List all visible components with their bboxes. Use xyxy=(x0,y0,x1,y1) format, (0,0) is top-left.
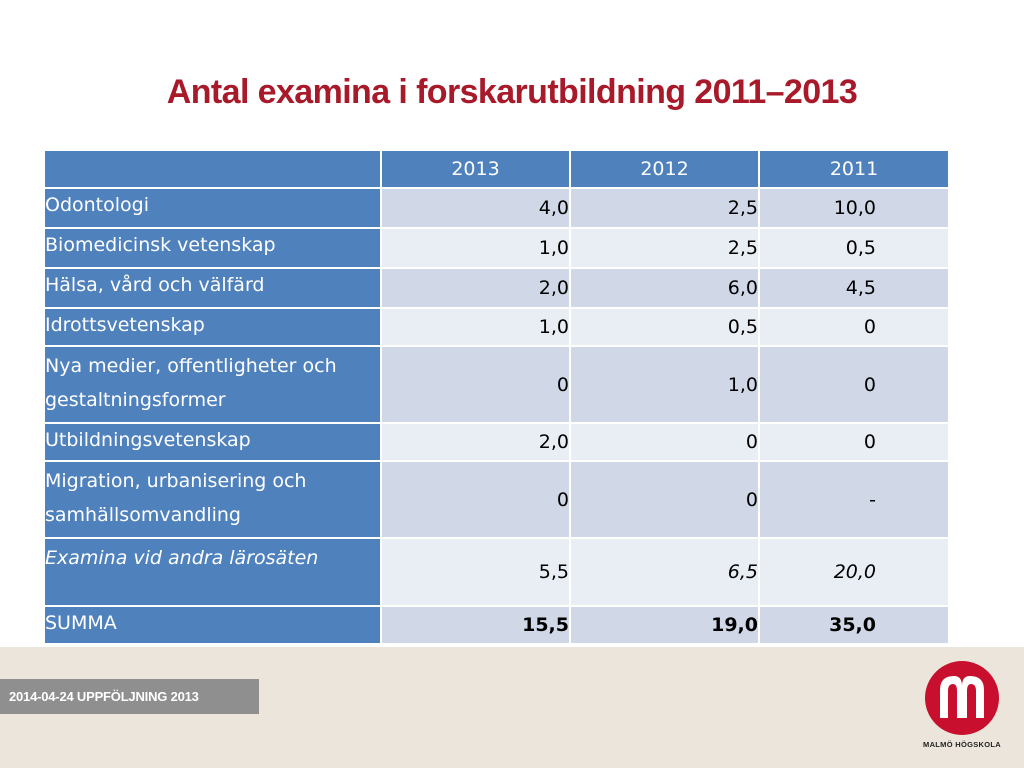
cell-2012: 19,0 xyxy=(569,605,760,645)
cell-2011: 0 xyxy=(758,307,950,347)
table-header-row: 2013 2012 2011 xyxy=(43,149,950,189)
header-2013: 2013 xyxy=(380,149,571,189)
cell-2013: 2,0 xyxy=(380,422,571,462)
header-corner xyxy=(43,149,382,189)
cell-2013: 1,0 xyxy=(380,307,571,347)
row-label: SUMMA xyxy=(43,605,382,645)
row-label: Examina vid andra lärosäten xyxy=(43,537,382,607)
row-label: Odontologi xyxy=(43,187,382,229)
cell-2013: 5,5 xyxy=(380,537,571,607)
exam-table: 2013 2012 2011 Odontologi 4,0 2,5 10,0 B… xyxy=(43,149,950,645)
cell-2013: 2,0 xyxy=(380,267,571,309)
header-2012: 2012 xyxy=(569,149,760,189)
cell-2011: - xyxy=(758,460,950,539)
cell-2011: 20,0 xyxy=(758,537,950,607)
header-2011: 2011 xyxy=(758,149,950,189)
cell-2012: 6,0 xyxy=(569,267,760,309)
table-row-total: SUMMA 15,5 19,0 35,0 xyxy=(43,605,950,645)
cell-2012: 2,5 xyxy=(569,187,760,229)
cell-2012: 6,5 xyxy=(569,537,760,607)
table-row: Utbildningsvetenskap 2,0 0 0 xyxy=(43,422,950,462)
cell-2011: 0 xyxy=(758,345,950,424)
row-label: Utbildningsvetenskap xyxy=(43,422,382,462)
table-row: Examina vid andra lärosäten 5,5 6,5 20,0 xyxy=(43,537,950,607)
malmo-hogskola-logo-icon xyxy=(925,661,999,735)
cell-2012: 0 xyxy=(569,422,760,462)
row-label: Hälsa, vård och välfärd xyxy=(43,267,382,309)
cell-2013: 4,0 xyxy=(380,187,571,229)
cell-2013: 0 xyxy=(380,345,571,424)
footer-date-tag: 2014-04-24 UPPFÖLJNING 2013 xyxy=(0,679,259,714)
table-row: Hälsa, vård och välfärd 2,0 6,0 4,5 xyxy=(43,267,950,309)
cell-2013: 0 xyxy=(380,460,571,539)
cell-2011: 0 xyxy=(758,422,950,462)
cell-2013: 1,0 xyxy=(380,227,571,269)
cell-2012: 1,0 xyxy=(569,345,760,424)
slide-title: Antal examina i forskarutbildning 2011–2… xyxy=(166,73,858,111)
logo-text: MALMÖ HÖGSKOLA xyxy=(923,740,1001,749)
table-row: Biomedicinsk vetenskap 1,0 2,5 0,5 xyxy=(43,227,950,269)
row-label: Biomedicinsk vetenskap xyxy=(43,227,382,269)
cell-2011: 4,5 xyxy=(758,267,950,309)
cell-2012: 2,5 xyxy=(569,227,760,269)
row-label: Migration, urbanisering och samhällsomva… xyxy=(43,460,382,539)
cell-2011: 35,0 xyxy=(758,605,950,645)
table-row: Migration, urbanisering och samhällsomva… xyxy=(43,460,950,539)
cell-2011: 10,0 xyxy=(758,187,950,229)
row-label: Idrottsvetenskap xyxy=(43,307,382,347)
cell-2011: 0,5 xyxy=(758,227,950,269)
cell-2012: 0,5 xyxy=(569,307,760,347)
table-row: Idrottsvetenskap 1,0 0,5 0 xyxy=(43,307,950,347)
row-label: Nya medier, offentligheter och gestaltni… xyxy=(43,345,382,424)
cell-2013: 15,5 xyxy=(380,605,571,645)
cell-2012: 0 xyxy=(569,460,760,539)
table-row: Nya medier, offentligheter och gestaltni… xyxy=(43,345,950,424)
table-row: Odontologi 4,0 2,5 10,0 xyxy=(43,187,950,229)
